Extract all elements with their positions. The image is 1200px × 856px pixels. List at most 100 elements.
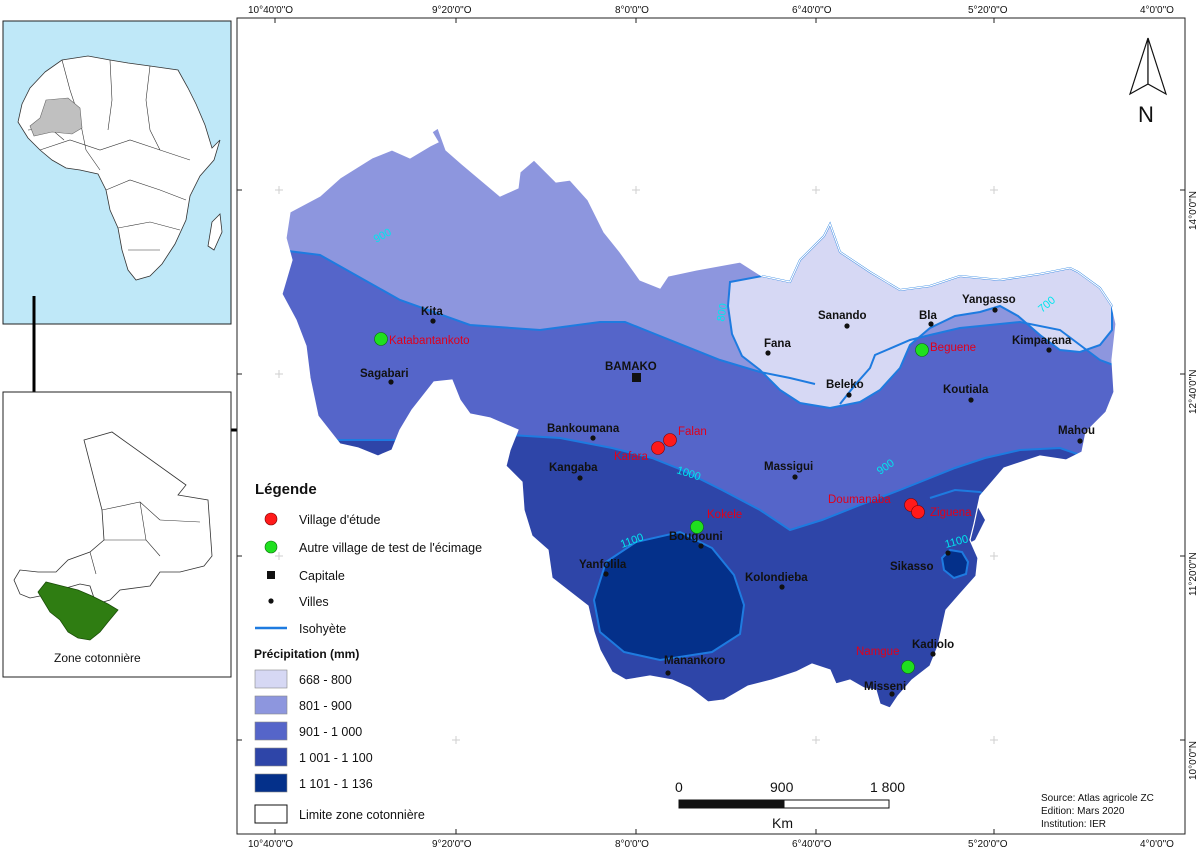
legend-class-5-swatch (254, 773, 288, 793)
study-village-ziguena (911, 505, 925, 519)
legend-towns-symbol (268, 598, 274, 604)
source-line-3: Institution: IER (1041, 819, 1106, 830)
inset-mali: Zone cotonnière (2, 391, 232, 678)
village-label-namgue: Namgue (856, 646, 899, 658)
lon-top-1: 10°40'0"O (248, 5, 293, 16)
legend-towns: Villes (299, 595, 329, 609)
zone-1001-1100-east-pocket (925, 500, 985, 548)
city-dot-kangaba (577, 475, 583, 481)
test-village-kokele (690, 520, 704, 534)
city-label-misseni: Misseni (864, 681, 906, 693)
city-dot-kimparana (1046, 347, 1052, 353)
lat-right-4: 10°0'0"N (1188, 741, 1199, 780)
village-markers (374, 332, 929, 674)
legend-test-village-symbol (264, 540, 278, 554)
legend-capital: Capitale (299, 569, 345, 583)
lon-bottom-6: 4°0'0"O (1140, 839, 1174, 850)
lon-top-6: 4°0'0"O (1140, 5, 1174, 16)
city-dot-fana (765, 350, 771, 356)
axis-labels-top: 10°40'0"O 9°20'0"O 8°0'0"O 6°40'0"O 5°20… (248, 5, 1174, 16)
lat-right-3: 11°20'0"N (1188, 552, 1199, 596)
legend-test-village: Autre village de test de l'écimage (299, 541, 482, 555)
city-label-koutiala: Koutiala (943, 384, 989, 396)
scale-segment-white (783, 799, 890, 809)
test-village-katabantankoto (374, 332, 388, 346)
city-dot-manankoro (665, 670, 671, 676)
lon-bottom-2: 9°20'0"O (432, 839, 472, 850)
lon-bottom-1: 10°40'0"O (248, 839, 293, 850)
city-dot-koutiala (968, 397, 974, 403)
lon-bottom-3: 8°0'0"O (615, 839, 649, 850)
city-dot-bla (928, 321, 934, 327)
city-label-sikasso: Sikasso (890, 561, 933, 573)
lon-top-5: 5°20'0"O (968, 5, 1008, 16)
city-dot-bankoumana (590, 435, 596, 441)
city-label-bla: Bla (919, 310, 938, 322)
village-labels: Katabantankoto Falan Kafara Kokele Begue… (389, 335, 976, 658)
city-dot-mahou (1077, 438, 1083, 444)
village-label-kafara: Kafara (614, 451, 648, 463)
city-label-fana: Fana (764, 338, 791, 350)
legend-precip-title: Précipitation (mm) (254, 647, 359, 661)
city-dot-sagabari (388, 379, 394, 385)
legend-class-3-swatch (254, 721, 288, 741)
city-dot-bougouni (698, 543, 704, 549)
city-label-sagabari: Sagabari (360, 368, 409, 380)
legend-study-village: Village d'étude (299, 513, 380, 527)
city-label-manankoro: Manankoro (664, 655, 725, 667)
city-label-sanando: Sanando (818, 310, 867, 322)
city-dot-sanando (844, 323, 850, 329)
frame-ticks (237, 18, 1185, 834)
mali-outline (13, 431, 213, 605)
city-label-kimparana: Kimparana (1012, 335, 1072, 347)
north-arrow-label: N (1138, 102, 1154, 127)
city-dot-misseni (889, 691, 895, 697)
lon-bottom-4: 6°40'0"O (792, 839, 832, 850)
north-arrow: N (1128, 37, 1168, 127)
legend-capital-symbol (267, 571, 275, 579)
city-dot-massigui (792, 474, 798, 480)
legend-class-4-swatch (254, 747, 288, 767)
inset-zone-label: Zone cotonnière (54, 651, 141, 665)
source-line-1: Source: Atlas agricole ZC (1041, 793, 1154, 804)
village-label-katabantankoto: Katabantankoto (389, 335, 470, 347)
legend-zone-limit-swatch (254, 804, 288, 824)
madagascar-shape (207, 213, 223, 251)
study-village-kafara (651, 441, 665, 455)
legend-class-3: 901 - 1 000 (299, 725, 362, 739)
village-label-beguene: Beguene (930, 342, 976, 354)
legend-class-1: 668 - 800 (299, 673, 352, 687)
city-label-kita: Kita (421, 306, 443, 318)
city-dot-kadiolo (930, 651, 936, 657)
axis-labels-right: 14°0'0"N 12°40'0"N 11°20'0"N 10°0'0"N (1188, 191, 1199, 780)
scale-tick-900: 900 (770, 779, 794, 795)
lat-right-2: 12°40'0"N (1188, 370, 1199, 415)
city-label-massigui: Massigui (764, 461, 813, 473)
legend-study-village-symbol (264, 512, 278, 526)
village-label-falan: Falan (678, 426, 707, 438)
village-label-doumanaba: Doumanaba (828, 494, 891, 506)
scale-bar: 0 900 1 800 Km (675, 779, 905, 831)
africa-borders (27, 59, 191, 251)
inset-cotton-zone (37, 581, 119, 641)
scale-tick-0: 0 (675, 779, 683, 795)
main-map: 900 800 700 1000 900 1100 1100 (236, 5, 1199, 850)
city-label-bankoumana: Bankoumana (547, 423, 620, 435)
isohyet-label-1100-east: 1100 (944, 533, 970, 551)
zone-1101-1136-sikasso (940, 548, 970, 580)
lon-top-2: 9°20'0"O (432, 5, 472, 16)
scale-unit: Km (772, 815, 793, 831)
city-label-bamako: BAMAKO (605, 361, 657, 373)
legend-class-1-swatch (254, 669, 288, 689)
city-label-kangaba: Kangaba (549, 462, 598, 474)
city-dot-kita (430, 318, 436, 324)
test-village-namgue (901, 660, 915, 674)
legend-isohyet: Isohyète (299, 622, 346, 636)
mali-region-borders (89, 501, 201, 575)
city-dot-kolondieba (779, 584, 785, 590)
legend-class-2: 801 - 900 (299, 699, 352, 713)
cotton-zone-boundary (281, 127, 1117, 709)
zone-1101-1136 (592, 530, 746, 662)
village-label-kokele: Kokele (707, 509, 742, 521)
